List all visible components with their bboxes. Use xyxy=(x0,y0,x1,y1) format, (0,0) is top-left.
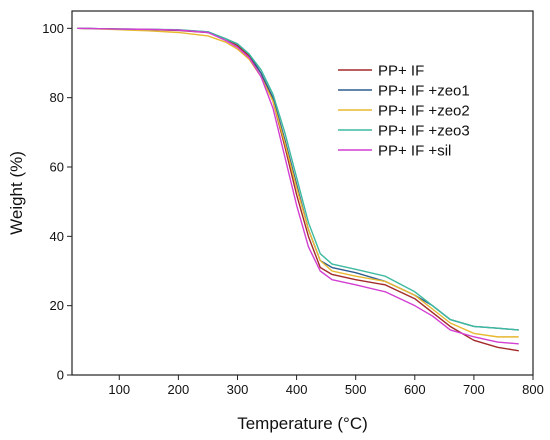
x-tick-label: 600 xyxy=(404,382,426,397)
plot-frame xyxy=(71,10,534,376)
legend-label-4: PP+ IF +zeo3 xyxy=(378,123,470,140)
x-tick-label: 400 xyxy=(286,382,308,397)
legend-label-2: PP+ IF +zeo1 xyxy=(378,83,470,100)
legend-label-3: PP+ IF +zeo2 xyxy=(378,103,470,120)
series-line-3 xyxy=(77,27,519,338)
x-axis-label: Temperature (°C) xyxy=(237,414,368,433)
y-tick-label: 80 xyxy=(50,90,64,105)
x-tick-label: 500 xyxy=(345,382,367,397)
legend: PP+ IF PP+ IF +zeo1 PP+ IF +zeo2 PP+ IF +ze… xyxy=(338,63,470,160)
plot-layer xyxy=(77,27,519,352)
y-tick-label: 60 xyxy=(50,160,64,175)
x-tick-label: 800 xyxy=(522,382,544,397)
legend-label-5: PP+ IF +sil xyxy=(378,143,451,160)
x-tick-label: 200 xyxy=(168,382,190,397)
x-tick-label: 100 xyxy=(108,382,130,397)
series-line-5 xyxy=(77,27,519,345)
y-tick-label: 100 xyxy=(42,21,64,36)
x-tick-label: 700 xyxy=(463,382,485,397)
axes-layer: 100 200 300 400 500 600 700 800 0 20 40 60 80 100 Temp… xyxy=(7,10,544,433)
legend-label-1: PP+ IF xyxy=(378,63,424,80)
y-tick-label: 20 xyxy=(50,298,64,313)
y-tick-label: 40 xyxy=(50,229,64,244)
y-axis-label: Weight (%) xyxy=(7,151,26,235)
y-tick-label: 0 xyxy=(57,368,64,383)
x-tick-label: 300 xyxy=(227,382,249,397)
